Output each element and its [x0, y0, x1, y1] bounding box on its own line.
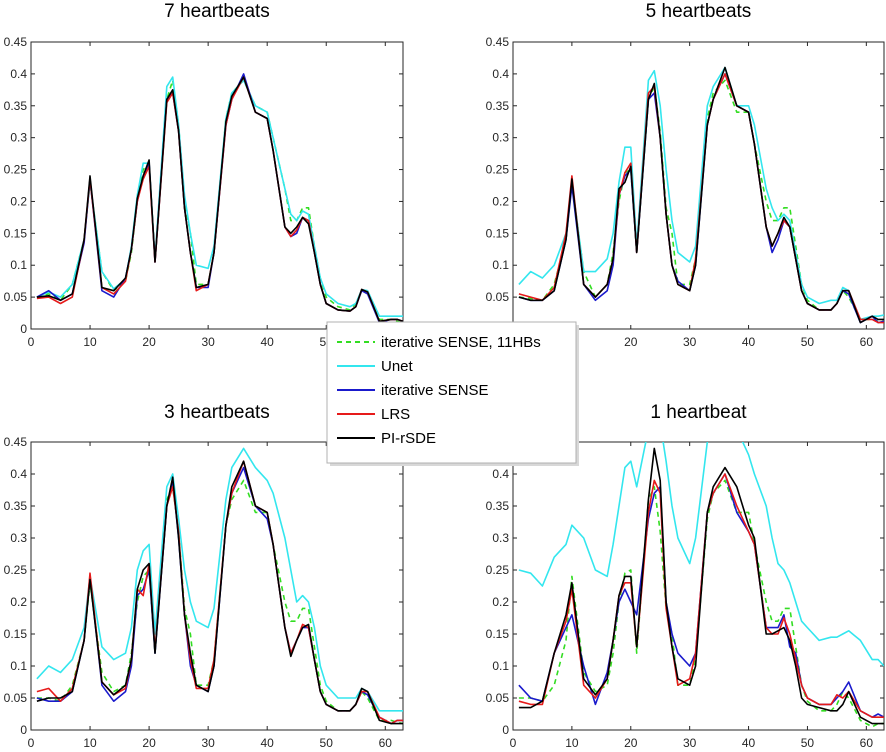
y-tick-label: 0.4 [492, 467, 509, 481]
axes-box [30, 41, 404, 330]
y-tick-label: 0.05 [486, 691, 510, 705]
y-tick-label: 0.1 [492, 659, 509, 673]
panel-title: 3 heartbeats [164, 402, 270, 423]
x-tick-label: 40 [261, 736, 275, 750]
legend-label: iterative SENSE, 11HBs [381, 334, 541, 351]
y-tick-label: 0.15 [4, 627, 28, 641]
x-tick-label: 60 [379, 736, 393, 750]
y-tick-label: 0.3 [10, 531, 27, 545]
y-tick-label: 0.4 [492, 67, 509, 81]
legend: iterative SENSE, 11HBs Unet iterative SENS… [326, 321, 579, 466]
y-tick-label: 0.1 [492, 258, 509, 272]
series-line-pi-rsde [36, 76, 403, 323]
series-group [36, 73, 403, 324]
series-group [36, 447, 403, 725]
y-tick-label: 0 [20, 723, 27, 737]
series-line-unet [518, 442, 884, 667]
x-tick-label: 20 [624, 335, 638, 349]
y-tick-label: 0.35 [486, 99, 510, 113]
y-tick-label: 0.2 [492, 595, 509, 609]
x-tick-label: 10 [83, 335, 97, 349]
y-tick-label: 0.45 [4, 435, 28, 449]
panel-2: 010203040506000.050.10.150.20.250.30.350… [486, 1, 885, 349]
y-tick-label: 0.45 [4, 35, 28, 49]
x-tick-label: 60 [860, 335, 874, 349]
x-tick-label: 0 [28, 736, 35, 750]
x-tick-label: 0 [510, 736, 517, 750]
y-tick-label: 0.15 [486, 226, 510, 240]
x-tick-label: 20 [624, 736, 638, 750]
y-tick-label: 0.15 [486, 627, 510, 641]
x-tick-label: 40 [261, 335, 275, 349]
legend-label: LRS [381, 406, 410, 423]
y-tick-label: 0.3 [492, 131, 509, 145]
y-tick-label: 0.25 [486, 163, 510, 177]
x-tick-label: 20 [142, 335, 156, 349]
legend-box [326, 321, 577, 464]
x-tick-label: 40 [742, 736, 756, 750]
y-tick-label: 0.25 [4, 163, 28, 177]
panel-title: 5 heartbeats [646, 1, 752, 22]
panel-1: 010203040506000.050.10.150.20.250.30.350… [4, 1, 404, 349]
x-tick-label: 10 [83, 736, 97, 750]
x-tick-label: 30 [201, 736, 215, 750]
y-tick-label: 0.2 [10, 595, 27, 609]
x-tick-label: 10 [565, 736, 579, 750]
x-tick-label: 50 [801, 335, 815, 349]
axes-box [512, 441, 885, 731]
y-tick-label: 0.1 [10, 258, 27, 272]
x-tick-label: 40 [742, 335, 756, 349]
series-line-iterative-sense-11hbs [36, 79, 403, 324]
y-tick-label: 0.3 [492, 531, 509, 545]
y-tick-label: 0.25 [486, 563, 510, 577]
y-tick-label: 0.4 [10, 67, 27, 81]
x-tick-label: 50 [320, 736, 334, 750]
x-tick-label: 30 [683, 335, 697, 349]
series-line-pi-rsde [518, 447, 884, 725]
legend-label: iterative SENSE [381, 382, 489, 399]
y-tick-label: 0.4 [10, 467, 27, 481]
x-tick-label: 0 [28, 335, 35, 349]
series-line-unet [518, 66, 884, 321]
y-tick-label: 0.05 [486, 290, 510, 304]
legend-label: PI-rSDE [381, 430, 436, 447]
series-group [518, 66, 884, 324]
panel-title: 1 heartbeat [650, 402, 747, 423]
x-tick-label: 30 [201, 335, 215, 349]
y-tick-label: 0.35 [486, 499, 510, 513]
y-tick-label: 0.15 [4, 226, 28, 240]
axes-box [512, 41, 885, 330]
legend-label: Unet [381, 358, 414, 375]
y-tick-label: 0.05 [4, 691, 28, 705]
y-tick-label: 0.05 [4, 290, 28, 304]
series-line-unet [36, 447, 403, 712]
panel-3: 0 10 20 30 40 50 60 0 0.05 0.1 0.15 0.2 0.25 0.3 0.35 0… [4, 402, 404, 750]
y-tick-label: 0 [502, 723, 509, 737]
x-tick-label: 50 [801, 736, 815, 750]
y-tick-label: 0.1 [10, 659, 27, 673]
y-tick-label: 0.2 [10, 194, 27, 208]
panel-4: 0 10 20 30 40 50 60 0 0.05 0.1 0.15 0.2 0.25 0.3 0.35 0… [486, 402, 885, 750]
series-line-pi-rsde [36, 460, 403, 725]
x-tick-label: 60 [860, 736, 874, 750]
y-tick-label: 0.2 [492, 194, 509, 208]
y-tick-label: 0.35 [4, 499, 28, 513]
y-tick-label: 0.25 [4, 563, 28, 577]
y-tick-label: 0.45 [486, 35, 510, 49]
x-tick-label: 20 [142, 736, 156, 750]
panel-title: 7 heartbeats [164, 1, 270, 22]
y-tick-label: 0.35 [4, 99, 28, 113]
series-group [518, 442, 884, 728]
y-tick-label: 0 [20, 322, 27, 336]
series-line-pi-rsde [518, 66, 884, 324]
y-tick-label: 0.3 [10, 131, 27, 145]
x-tick-label: 30 [683, 736, 697, 750]
